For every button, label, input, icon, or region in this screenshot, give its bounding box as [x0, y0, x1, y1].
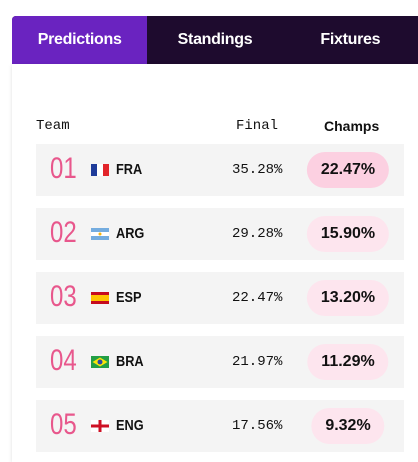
team-code: FRA — [116, 161, 143, 178]
tab-bar: Predictions Standings Fixtures — [12, 16, 418, 64]
table-row: 01 FRA 35.28% 22.47% — [36, 144, 404, 196]
column-header: Champs — [324, 118, 380, 134]
tab[interactable]: Predictions — [12, 16, 148, 64]
tab[interactable]: Fixtures — [320, 31, 381, 48]
final-percent: 21.97% — [232, 354, 283, 370]
final-percent: 35.28% — [232, 162, 283, 178]
tab[interactable]: Standings — [177, 31, 253, 48]
table-row: 03 ESP 22.47% 13.20% — [36, 272, 404, 324]
final-percent: 29.28% — [232, 226, 283, 242]
team-code: BRA — [116, 353, 144, 370]
card — [12, 64, 418, 462]
rank: 01 — [50, 152, 77, 185]
column-header: Team — [36, 118, 70, 134]
champs-percent: 11.29% — [307, 344, 389, 380]
champs-percent: 13.20% — [306, 280, 390, 316]
flag-icon — [91, 292, 109, 304]
rank: 03 — [50, 280, 77, 313]
table-row: 02 ARG 29.28% 15.90% — [36, 208, 404, 260]
final-percent: 17.56% — [232, 418, 283, 434]
flag-icon — [91, 164, 109, 176]
flag-icon — [91, 356, 109, 368]
rank: 05 — [50, 408, 77, 441]
team-code: ARG — [116, 225, 145, 242]
champs-percent: 15.90% — [306, 216, 390, 252]
champs-percent: 9.32% — [311, 408, 385, 444]
rank: 04 — [50, 344, 77, 377]
team-code: ESP — [116, 289, 142, 306]
flag-icon — [91, 420, 109, 432]
champs-percent: 22.47% — [306, 152, 390, 188]
final-percent: 22.47% — [232, 290, 283, 306]
table-row: 05 ENG 17.56% 9.32% — [36, 400, 404, 452]
team-code: ENG — [116, 417, 144, 434]
flag-icon — [91, 228, 109, 240]
column-header: Final — [236, 118, 279, 134]
rank: 02 — [50, 216, 77, 249]
table-row: 04 BRA 21.97% 11.29% — [36, 336, 404, 388]
